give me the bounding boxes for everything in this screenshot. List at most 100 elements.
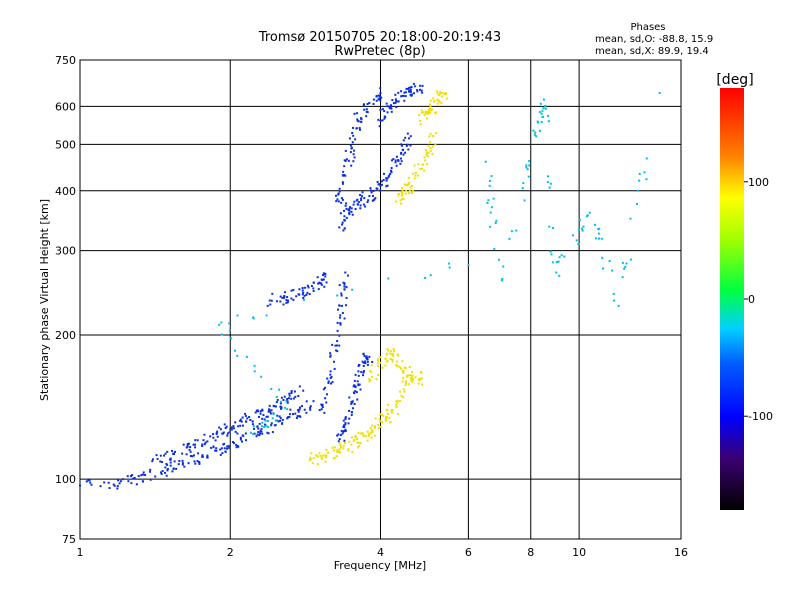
data-point [342,170,345,173]
data-point [380,414,383,417]
data-point [360,197,363,200]
data-point [309,458,312,461]
data-point [394,93,397,96]
data-point [255,409,258,412]
data-point [336,321,339,324]
data-point [402,94,405,97]
data-point [391,352,394,355]
data-point [371,375,374,378]
data-point [361,195,364,198]
data-point [581,229,584,232]
colorbar-label: [deg] [716,72,753,88]
data-point [343,219,346,222]
data-point [206,440,209,443]
data-point [362,203,365,206]
data-point [395,405,398,408]
data-point [408,137,411,140]
data-point [413,177,416,180]
data-point [320,408,323,411]
data-point [338,304,341,307]
data-point [312,290,315,293]
data-point [548,225,551,228]
data-point [419,88,422,91]
data-point [550,253,553,256]
data-point [379,189,382,192]
data-point [87,479,90,482]
data-point [257,415,260,418]
data-point [404,382,407,385]
data-point [467,263,470,266]
data-point [226,445,229,448]
data-point [370,191,373,194]
data-point [350,436,353,439]
data-point [489,211,492,214]
data-point [343,317,346,320]
data-point [360,120,363,123]
data-point [151,460,154,463]
data-point [212,436,215,439]
data-point [286,301,289,304]
data-point [497,258,500,261]
data-point [309,405,312,408]
data-point [365,108,368,111]
data-point [558,256,561,259]
data-point [270,422,273,425]
data-point [285,301,288,304]
data-point [407,176,410,179]
data-point [528,159,531,162]
data-point [381,108,384,111]
data-point [389,104,392,107]
data-point [617,304,620,307]
data-point [535,135,538,138]
data-point [335,349,338,352]
data-point [394,159,397,162]
data-point [344,418,347,421]
data-point [278,388,281,391]
data-point [555,260,558,263]
chart-subtitle: RwPretec (8p) [334,44,425,59]
data-point [377,359,380,362]
data-point [256,425,259,428]
data-point [151,458,154,461]
data-point [117,479,120,482]
data-point [525,164,528,167]
data-point [348,440,351,443]
data-point [369,432,372,435]
data-point [297,410,300,413]
data-point [298,408,301,411]
data-point [282,398,285,401]
data-point [387,403,390,406]
data-point [244,414,247,417]
data-point [391,358,394,361]
data-point [359,432,362,435]
data-point [331,343,334,346]
data-point [381,119,384,122]
data-point [351,126,354,129]
data-point [388,174,391,177]
data-point [356,441,359,444]
data-point [500,279,503,282]
data-point [329,355,332,358]
data-point [357,441,360,444]
data-point [220,333,223,336]
data-point [342,229,345,232]
data-point [416,90,419,93]
data-point [400,367,403,370]
data-point [219,453,222,456]
data-point [351,407,354,410]
data-point [429,105,432,108]
data-point [371,199,374,202]
data-point [555,271,558,274]
data-point [409,86,412,89]
data-point [216,435,219,438]
data-point [379,413,382,416]
data-point [375,378,378,381]
data-point [295,295,298,298]
data-point [390,169,393,172]
data-point [359,388,362,391]
data-point [389,420,392,423]
data-point [429,108,432,111]
data-point [397,91,400,94]
x-tick-label: 10 [572,546,586,559]
data-point [385,185,388,188]
